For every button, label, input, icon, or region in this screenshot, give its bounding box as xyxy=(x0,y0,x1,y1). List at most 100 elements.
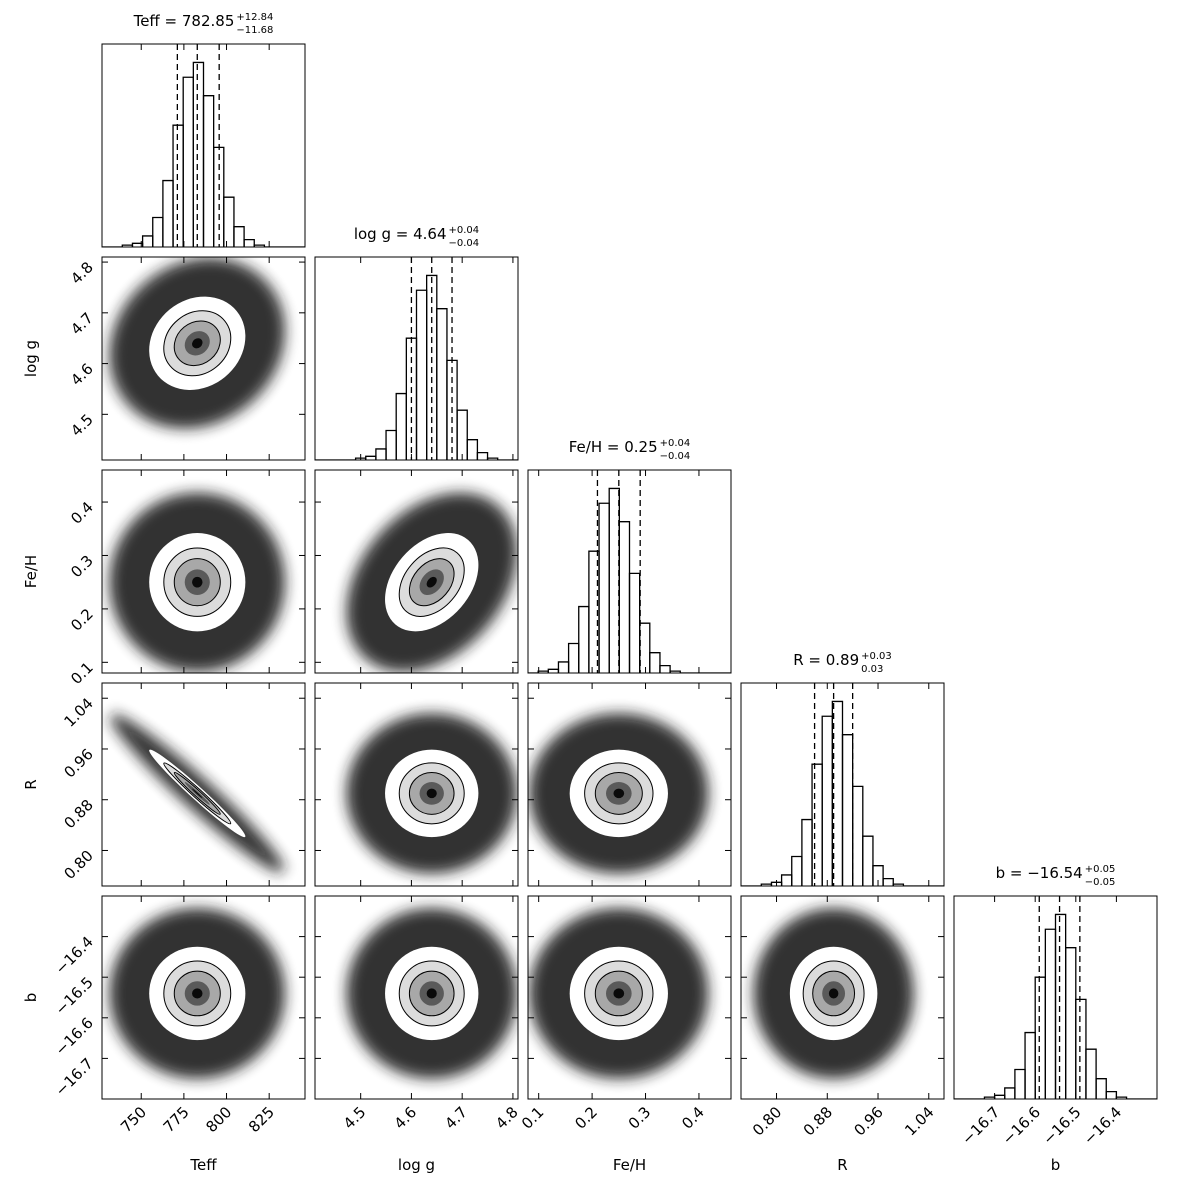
density-contour xyxy=(192,788,203,799)
x-tick-label: 0.1 xyxy=(518,1103,548,1133)
panel: −16.7−16.6−16.5−16.4 b = −16.54 +0.05 −0.05 xyxy=(953,864,1158,1148)
histogram-bin xyxy=(253,244,266,247)
x-axis-label: R xyxy=(837,1156,847,1174)
plot-area xyxy=(528,470,731,673)
plot-area xyxy=(109,258,285,429)
x-tick-label: 0.2 xyxy=(571,1103,601,1133)
panel-frame xyxy=(314,895,519,1100)
title-upper: +0.03 xyxy=(861,651,892,662)
histogram-bin xyxy=(152,216,164,247)
y-tick-label: −16.4 xyxy=(52,933,97,978)
panel-frame xyxy=(101,895,306,1100)
histogram-bin xyxy=(162,179,174,247)
plot-area xyxy=(315,257,518,460)
plot-area xyxy=(529,908,709,1079)
y-tick-label: 0.96 xyxy=(60,745,96,781)
y-tick-label: 4.5 xyxy=(67,410,97,440)
x-tick-label: −16.6 xyxy=(999,1103,1044,1148)
x-tick-label: −16.4 xyxy=(1080,1103,1125,1148)
histogram-bin xyxy=(202,95,215,247)
histogram-bin xyxy=(598,502,610,673)
plot-area xyxy=(110,714,285,873)
y-axis-label: log g xyxy=(22,340,40,377)
histogram-bin xyxy=(862,835,874,886)
histogram-bin xyxy=(1014,1068,1026,1099)
histogram-bin xyxy=(1004,1087,1016,1099)
plot-area xyxy=(102,44,305,247)
x-tick-label: 0.88 xyxy=(800,1103,836,1139)
x-axis-label: log g xyxy=(398,1156,435,1174)
histogram-bin xyxy=(780,874,793,886)
x-tick-label: 825 xyxy=(245,1103,278,1136)
histogram-bin xyxy=(659,664,671,673)
panel-title: b = −16.54 xyxy=(996,864,1083,882)
y-tick-label: −16.7 xyxy=(52,1055,97,1100)
histogram-bin xyxy=(466,439,479,460)
title-lower: 0.03 xyxy=(861,664,883,675)
histogram-bin xyxy=(192,61,205,247)
x-axis-label: Teff xyxy=(189,1156,217,1174)
panel-frame xyxy=(101,682,306,887)
title-upper: +12.84 xyxy=(236,12,273,23)
histogram-bin xyxy=(375,448,387,460)
histogram-bin xyxy=(567,642,580,673)
plot-area xyxy=(954,896,1157,1099)
histogram-bin xyxy=(578,605,590,673)
density-contour xyxy=(192,576,203,588)
panel: 4.5 4.6 4.7 4.8 xyxy=(67,256,306,461)
x-tick-label: −16.5 xyxy=(1039,1103,1084,1148)
panel-frame xyxy=(101,256,306,461)
x-axis-label: Fe/H xyxy=(613,1156,646,1174)
x-tick-label: 4.8 xyxy=(492,1103,522,1133)
histogram-bin xyxy=(618,521,631,673)
histogram-bin xyxy=(993,1094,1006,1099)
panel xyxy=(527,682,732,887)
histogram-bin xyxy=(456,409,468,460)
panel-frame xyxy=(314,469,519,674)
y-tick-label: 0.80 xyxy=(60,847,96,883)
histogram-bin xyxy=(791,855,803,886)
panel: 4.5 4.6 4.7 4.8 xyxy=(314,895,522,1133)
panel: Teff = 782.85 +12.84 −11.68 xyxy=(101,12,306,248)
x-tick-label: −16.7 xyxy=(958,1103,1003,1148)
histogram-bin xyxy=(1024,1031,1036,1099)
histogram-bin xyxy=(892,883,905,886)
x-tick-label: 1.04 xyxy=(901,1103,937,1139)
plot-area xyxy=(753,908,914,1079)
histogram-bin xyxy=(811,763,823,886)
y-tick-label: 0.3 xyxy=(67,552,97,582)
panel-title: R = 0.89 xyxy=(793,651,859,669)
panel-title: Teff = 782.85 xyxy=(133,12,235,30)
histogram-bin xyxy=(1095,1078,1107,1099)
panel-frame xyxy=(314,682,519,887)
y-axis-label: b xyxy=(22,993,40,1003)
y-tick-label: 4.7 xyxy=(67,309,97,339)
histogram-bin xyxy=(436,308,448,460)
title-lower: −11.68 xyxy=(236,25,273,36)
x-tick-label: 0.3 xyxy=(625,1103,655,1133)
histogram-bin xyxy=(172,124,184,247)
histogram-bin xyxy=(223,196,235,247)
y-axis-label: Fe/H xyxy=(22,555,40,588)
histogram-bin xyxy=(1105,1090,1118,1099)
histogram-bin xyxy=(608,487,620,673)
title-lower: −0.04 xyxy=(660,451,691,462)
y-tick-label: 0.88 xyxy=(60,796,96,832)
histogram-bin xyxy=(141,235,154,247)
y-tick-label: 4.6 xyxy=(67,360,97,390)
panel xyxy=(314,469,519,674)
panel-title: log g = 4.64 xyxy=(354,225,447,243)
panel-frame xyxy=(527,469,732,674)
histogram-bin xyxy=(1085,1048,1097,1099)
panel: R = 0.89 +0.03 0.03 xyxy=(740,651,945,887)
histogram-bin xyxy=(395,392,407,460)
histogram-bin xyxy=(1034,976,1046,1099)
density-contour xyxy=(426,988,437,999)
y-axis-label: R xyxy=(22,779,40,789)
x-tick-label: 750 xyxy=(117,1103,150,1136)
histogram-bin xyxy=(476,451,489,460)
plot-area xyxy=(109,492,285,672)
x-tick-label: 0.4 xyxy=(678,1103,708,1133)
y-tick-label: −16.5 xyxy=(52,973,97,1018)
histogram-bin xyxy=(365,455,377,460)
